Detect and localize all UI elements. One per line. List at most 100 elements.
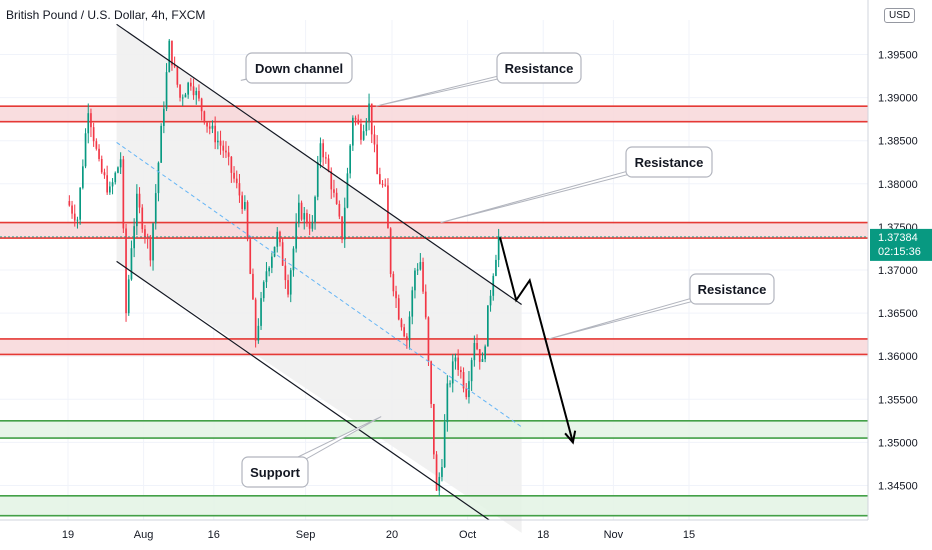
candle-bear (381, 183, 384, 185)
candle-bull (160, 125, 162, 163)
candle-bear (219, 140, 222, 146)
candle-bull (489, 295, 492, 306)
candle-bull (127, 279, 130, 314)
chart-title: British Pound / U.S. Dollar, 4h, FXCM (6, 8, 206, 22)
candle-bear (465, 388, 468, 398)
candle-bear (241, 195, 243, 210)
candle-bear (227, 152, 230, 157)
current-price-label: 1.37384 (878, 232, 918, 244)
candle-bear (373, 134, 376, 145)
candle-bull (154, 193, 157, 224)
candle-bear (360, 123, 362, 140)
candle-bull (346, 173, 349, 208)
candle-bull (289, 270, 292, 295)
candle-bull (79, 187, 81, 220)
candle-bear (325, 157, 327, 159)
resistance-zone (0, 106, 868, 122)
x-tick-label: Nov (604, 529, 624, 541)
candle-bear (206, 122, 208, 127)
candle-bear (225, 150, 227, 153)
candle-bull (260, 298, 262, 326)
candle-bear (338, 204, 341, 217)
candle-bull (84, 133, 87, 167)
candle-bull (76, 219, 79, 221)
candle-bear (249, 239, 252, 274)
candle-bull (168, 40, 171, 73)
candle-bear (103, 172, 106, 176)
callout-box (245, 52, 353, 84)
callout-label: Resistance (635, 155, 704, 170)
candle-bull (87, 113, 90, 134)
price-axis-bg (868, 0, 932, 550)
candle-bear (198, 91, 200, 99)
x-tick-label: 20 (386, 529, 398, 541)
candle-bull (163, 108, 165, 126)
candle-bull (211, 125, 214, 129)
candle-bull (446, 383, 449, 423)
candle-bear (333, 189, 335, 193)
candle-bull (276, 231, 279, 247)
candle-bear (208, 126, 211, 129)
candle-bull (82, 166, 84, 188)
candle-bull (303, 213, 306, 220)
channel-upper-line (116, 23, 522, 305)
candle-bear (357, 119, 360, 124)
y-tick-label: 1.35000 (878, 437, 918, 449)
candle-bull (495, 259, 497, 276)
candles-group (68, 38, 500, 497)
candle-bear (397, 298, 400, 320)
callout-label: Resistance (698, 282, 767, 297)
candle-bull (311, 222, 314, 229)
countdown-label: 02:15:36 (878, 246, 921, 258)
y-tick-label: 1.37000 (878, 265, 918, 277)
candle-bull (487, 305, 489, 347)
candle-bull (114, 172, 117, 183)
support-zone (0, 495, 868, 516)
candle-bear (287, 280, 289, 295)
candle-bull (492, 275, 495, 296)
candle-bull (298, 202, 300, 224)
candle-bear (376, 144, 378, 175)
callout-box (625, 146, 713, 178)
candle-bear (341, 216, 343, 240)
channel-lower-line (116, 260, 490, 521)
callout-box (241, 456, 309, 488)
candle-bear (125, 228, 127, 314)
currency-button[interactable]: USD (884, 8, 916, 23)
candle-bull (157, 162, 160, 194)
candle-bear (144, 229, 146, 237)
candle-bear (95, 141, 98, 149)
candle-bear (284, 265, 287, 281)
candle-bear (422, 261, 424, 292)
candle-bear (203, 111, 206, 123)
candle-bull (441, 467, 443, 477)
candle-bear (138, 193, 141, 208)
callout-label: Support (250, 465, 300, 480)
projection-path (499, 236, 574, 443)
candle-bear (403, 327, 405, 337)
resistance-zone (0, 338, 868, 355)
callout-label: Resistance (505, 61, 574, 76)
candle-bull (319, 143, 322, 163)
candle-bull (265, 271, 268, 283)
candle-bear (252, 273, 254, 300)
y-tick-label: 1.36000 (878, 351, 918, 363)
candle-bull (268, 267, 270, 272)
candle-bear (281, 242, 284, 266)
candle-bull (244, 202, 246, 210)
candle-bear (246, 202, 249, 240)
candle-bear (214, 125, 216, 143)
candle-bear (300, 202, 303, 220)
candle-bear (335, 192, 338, 205)
candle-bull (257, 325, 260, 341)
candle-bear (384, 184, 387, 186)
candle-bear (308, 223, 311, 229)
candle-bear (200, 98, 203, 112)
candle-bear (387, 185, 389, 229)
candle-bear (179, 84, 181, 98)
candle-bull (181, 97, 184, 99)
y-tick-label: 1.36500 (878, 308, 918, 320)
candle-bear (92, 127, 95, 142)
candle-bear (235, 178, 238, 184)
